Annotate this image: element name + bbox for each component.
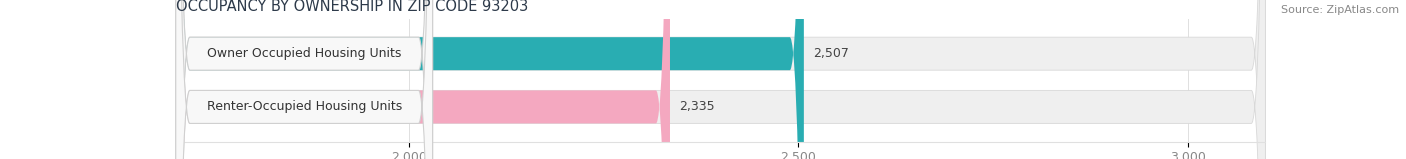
FancyBboxPatch shape	[176, 0, 1265, 159]
Text: Source: ZipAtlas.com: Source: ZipAtlas.com	[1281, 5, 1399, 15]
Text: 2,335: 2,335	[679, 100, 714, 113]
Text: 2,507: 2,507	[813, 47, 849, 60]
FancyBboxPatch shape	[176, 0, 671, 159]
FancyBboxPatch shape	[176, 0, 433, 159]
Text: OCCUPANCY BY OWNERSHIP IN ZIP CODE 93203: OCCUPANCY BY OWNERSHIP IN ZIP CODE 93203	[176, 0, 529, 14]
Text: Owner Occupied Housing Units: Owner Occupied Housing Units	[207, 47, 401, 60]
FancyBboxPatch shape	[176, 0, 1265, 159]
FancyBboxPatch shape	[176, 0, 433, 159]
Text: Renter-Occupied Housing Units: Renter-Occupied Housing Units	[207, 100, 402, 113]
FancyBboxPatch shape	[176, 0, 804, 159]
